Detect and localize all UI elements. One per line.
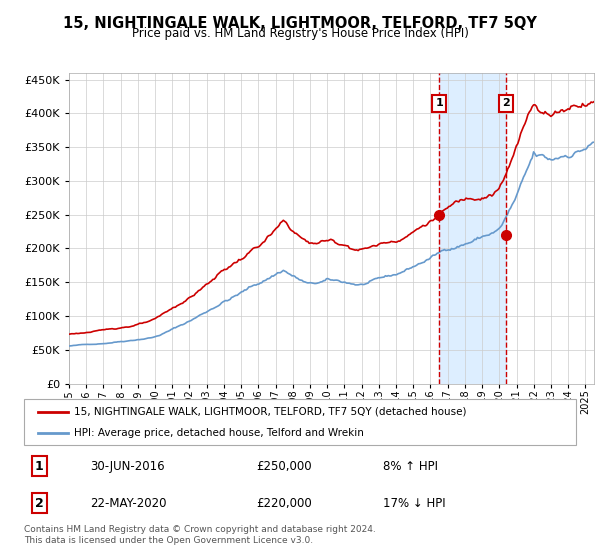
Text: 8% ↑ HPI: 8% ↑ HPI bbox=[383, 460, 438, 473]
Text: HPI: Average price, detached house, Telford and Wrekin: HPI: Average price, detached house, Telf… bbox=[74, 428, 364, 438]
Text: £220,000: £220,000 bbox=[256, 497, 311, 510]
Text: £250,000: £250,000 bbox=[256, 460, 311, 473]
Text: 30-JUN-2016: 30-JUN-2016 bbox=[90, 460, 165, 473]
Text: 15, NIGHTINGALE WALK, LIGHTMOOR, TELFORD, TF7 5QY (detached house): 15, NIGHTINGALE WALK, LIGHTMOOR, TELFORD… bbox=[74, 407, 466, 417]
Text: Price paid vs. HM Land Registry's House Price Index (HPI): Price paid vs. HM Land Registry's House … bbox=[131, 27, 469, 40]
Text: 22-MAY-2020: 22-MAY-2020 bbox=[90, 497, 167, 510]
Text: 1: 1 bbox=[435, 98, 443, 108]
Text: 1: 1 bbox=[35, 460, 44, 473]
Text: 15, NIGHTINGALE WALK, LIGHTMOOR, TELFORD, TF7 5QY: 15, NIGHTINGALE WALK, LIGHTMOOR, TELFORD… bbox=[63, 16, 537, 31]
Text: This data is licensed under the Open Government Licence v3.0.: This data is licensed under the Open Gov… bbox=[24, 536, 313, 545]
Bar bbox=[439, 73, 506, 384]
Text: 2: 2 bbox=[35, 497, 44, 510]
Text: Contains HM Land Registry data © Crown copyright and database right 2024.: Contains HM Land Registry data © Crown c… bbox=[24, 525, 376, 534]
Text: 2: 2 bbox=[502, 98, 510, 108]
Text: 17% ↓ HPI: 17% ↓ HPI bbox=[383, 497, 445, 510]
FancyBboxPatch shape bbox=[24, 399, 576, 445]
